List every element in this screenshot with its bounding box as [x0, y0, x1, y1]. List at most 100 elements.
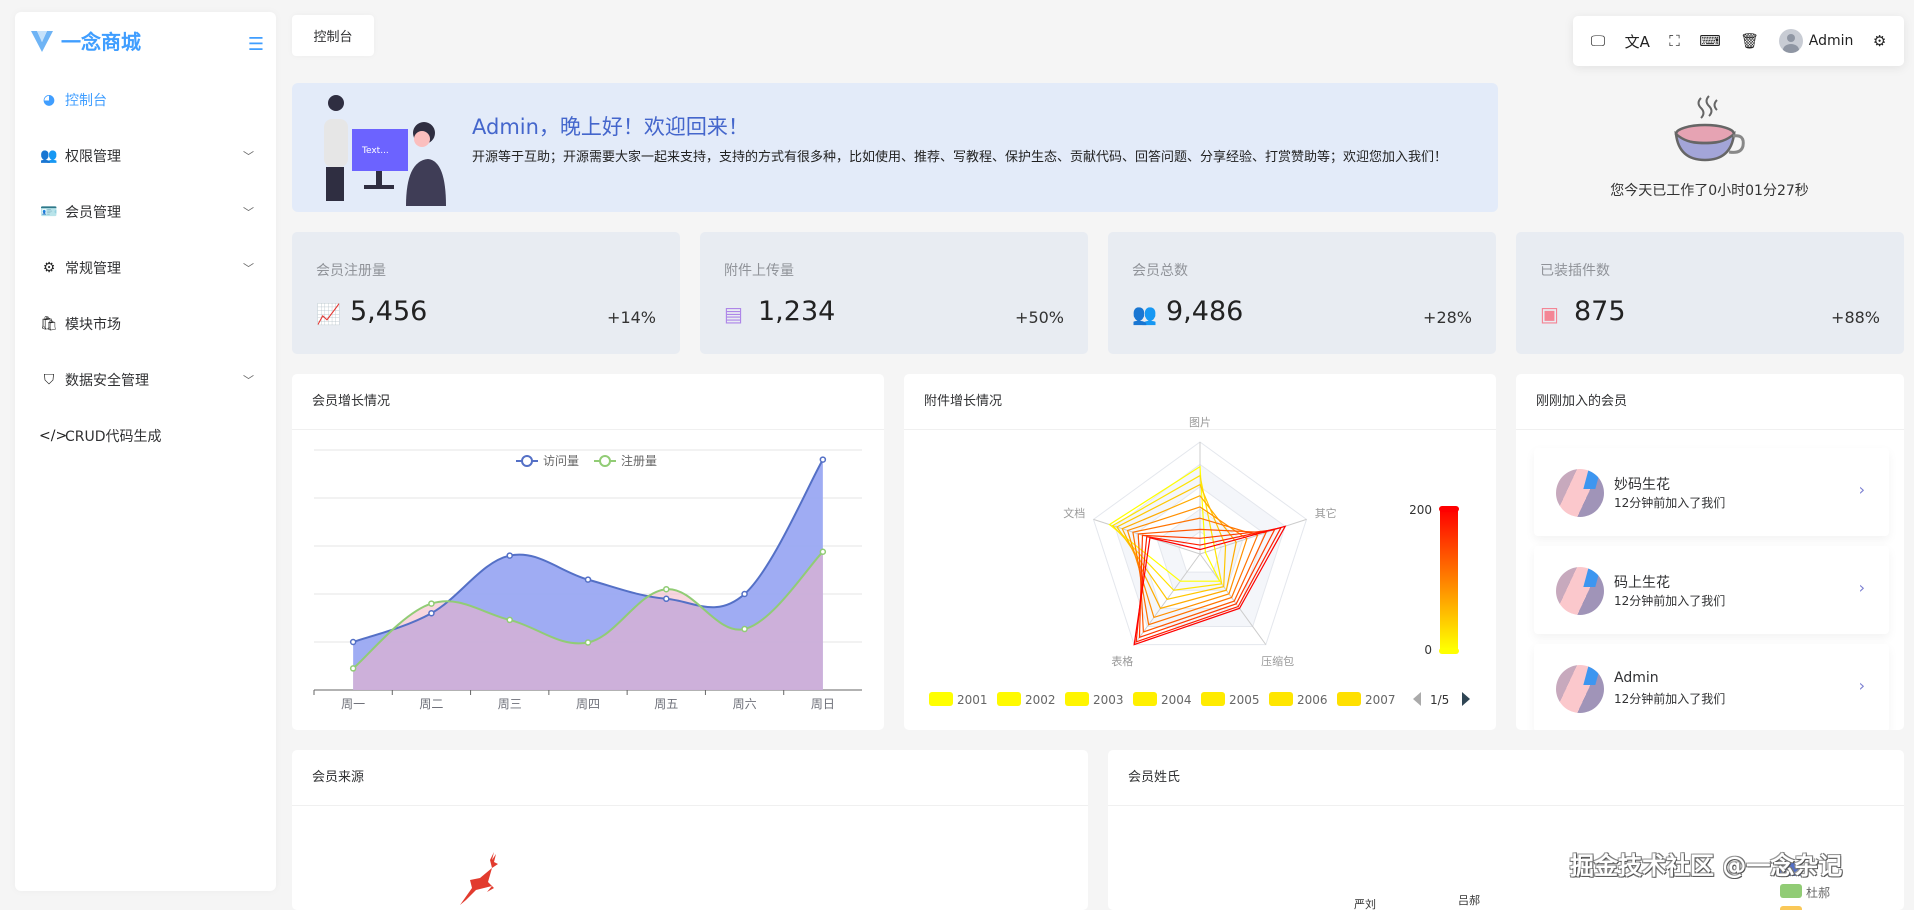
sidebar-item[interactable]: ⛉ 数据安全管理 ﹀ [15, 352, 276, 408]
member-list-item[interactable]: 妙码生花 12分钟前加入了我们 › [1534, 448, 1889, 536]
legend-swatch[interactable] [1780, 862, 1802, 876]
legend-swatch[interactable] [1201, 692, 1225, 706]
x-tick-label: 周三 [498, 697, 522, 711]
legend-swatch[interactable] [1133, 692, 1157, 706]
sidebar-item[interactable]: 🪪 会员管理 ﹀ [15, 184, 276, 240]
stat-title: 会员注册量 [316, 263, 386, 279]
chevron-right-icon: › [1858, 676, 1865, 695]
welcome-illustration: Text... [324, 95, 446, 206]
legend-swatch[interactable] [1780, 906, 1802, 910]
radar-series[interactable] [1133, 525, 1287, 646]
data-point[interactable] [663, 585, 670, 593]
member-list-item[interactable]: Admin 12分钟前加入了我们 › [1534, 644, 1889, 730]
chevron-right-icon: › [1858, 480, 1865, 499]
visual-map-handle-max[interactable] [1439, 506, 1459, 512]
avatar [1556, 469, 1604, 517]
sidebar-item-label: 模块市场 [65, 317, 121, 333]
data-point[interactable] [428, 609, 435, 617]
id-card-icon: 🪪 [40, 204, 58, 220]
legend-label[interactable]: 访问量 [543, 454, 579, 468]
sidebar-item[interactable]: ⚙ 常规管理 ﹀ [15, 240, 276, 296]
legend-label[interactable]: 2003 [1093, 693, 1124, 707]
data-point[interactable] [663, 595, 670, 603]
deer-icon [460, 852, 498, 905]
sidebar-item[interactable]: </> CRUD代码生成 [15, 408, 276, 464]
data-point[interactable] [349, 638, 357, 646]
data-point[interactable] [584, 576, 592, 583]
stat-title: 已装插件数 [1540, 263, 1610, 279]
x-tick-label: 周六 [733, 697, 757, 711]
legend-marker[interactable] [521, 455, 533, 467]
card-title: 会员增长情况 [292, 374, 884, 430]
user-name: Admin [1808, 33, 1854, 49]
monitor-icon[interactable]: 🖵 [1590, 32, 1606, 50]
legend-swatch[interactable] [929, 692, 953, 706]
x-tick-label: 周二 [419, 697, 443, 711]
radar-axis [1199, 553, 1267, 645]
legend-prev-icon[interactable] [1413, 692, 1421, 706]
user-menu[interactable]: Admin [1778, 29, 1854, 53]
member-list-item[interactable]: 码上生花 12分钟前加入了我们 › [1534, 546, 1889, 634]
member-joined: 12分钟前加入了我们 [1614, 692, 1726, 706]
users-icon: 👥 [40, 148, 58, 164]
users-icon: 👥 [1132, 302, 1157, 326]
stat-value: 9,486 [1166, 296, 1244, 327]
stat-card: 会员注册量 📈 5,456 +14% [292, 232, 680, 354]
data-point[interactable] [819, 548, 827, 556]
data-point[interactable] [349, 665, 357, 672]
legend-next-icon[interactable] [1462, 692, 1470, 706]
translate-icon[interactable]: 文A [1624, 32, 1650, 51]
legend-label[interactable]: 2002 [1025, 693, 1056, 707]
stat-title: 会员总数 [1132, 263, 1188, 279]
collapse-menu-icon[interactable]: ☰ [247, 34, 264, 55]
tab-dashboard[interactable]: 控制台 [292, 15, 374, 56]
legend-swatch[interactable] [1780, 884, 1802, 898]
work-time-text: 您今天已工作了0小时01分27秒 [1610, 183, 1809, 199]
plugin-icon: ▣ [1540, 302, 1559, 326]
visual-map-bar[interactable] [1440, 509, 1458, 649]
logo[interactable]: 一念商城 [29, 26, 141, 55]
data-point[interactable] [506, 616, 513, 624]
terminal-icon[interactable]: ⌨ [1699, 32, 1721, 50]
data-point[interactable] [428, 600, 435, 607]
fullscreen-icon[interactable]: ⛶ [1669, 32, 1680, 50]
data-point[interactable] [819, 456, 827, 463]
legend-label[interactable]: 2004 [1161, 693, 1192, 707]
legend-label[interactable]: 2005 [1229, 693, 1260, 707]
legend-swatch[interactable] [997, 692, 1021, 706]
radar-axis [1199, 518, 1307, 555]
chevron-down-icon: ﹀ [243, 150, 254, 163]
sidebar-item-label: CRUD代码生成 [65, 429, 162, 445]
legend-marker[interactable] [599, 455, 611, 467]
legend-label[interactable]: 杜郝 [1806, 886, 1831, 900]
chevron-down-icon: ﹀ [243, 262, 254, 275]
sidebar-item[interactable]: 🛍 模块市场 [15, 296, 276, 352]
data-point[interactable] [741, 625, 748, 633]
legend-label[interactable]: 注册量 [621, 453, 657, 468]
visual-map-handle-min[interactable] [1439, 648, 1459, 654]
gears-icon[interactable]: ⚙ [1872, 32, 1887, 50]
sidebar-item[interactable]: ◕ 控制台 [15, 72, 276, 128]
member-joined: 12分钟前加入了我们 [1614, 496, 1726, 510]
sidebar-item[interactable]: 👥 权限管理 ﹀ [15, 128, 276, 184]
x-tick-label: 周日 [811, 697, 835, 711]
legend-swatch[interactable] [1337, 692, 1361, 706]
work-time-panel: 您今天已工作了0小时01分27秒 [1515, 90, 1904, 210]
data-point[interactable] [584, 639, 592, 646]
member-name: 妙码生花 [1614, 477, 1670, 493]
pie-label: 吕郝 [1458, 894, 1480, 907]
line-chart-icon: 📈 [316, 302, 341, 326]
legend-label[interactable]: 2001 [957, 693, 988, 707]
trash-icon[interactable]: 🗑 [1740, 32, 1760, 50]
member-name: 码上生花 [1614, 575, 1670, 591]
data-point[interactable] [506, 552, 513, 559]
legend-swatch[interactable] [1269, 692, 1293, 706]
legend-label[interactable]: 2006 [1297, 693, 1328, 707]
data-point[interactable] [741, 590, 748, 598]
card-title: 会员来源 [292, 750, 1088, 806]
legend-label[interactable]: 2007 [1365, 693, 1396, 707]
stat-percent: +14% [607, 308, 656, 327]
legend-swatch[interactable] [1065, 692, 1089, 706]
sidebar: 一念商城 ☰ ◕ 控制台 👥 权限管理 ﹀ 🪪 会员管理 ﹀ ⚙ 常规管理 ﹀ 🛍 模块市场 ⛉ 数据安全管… [15, 12, 276, 891]
